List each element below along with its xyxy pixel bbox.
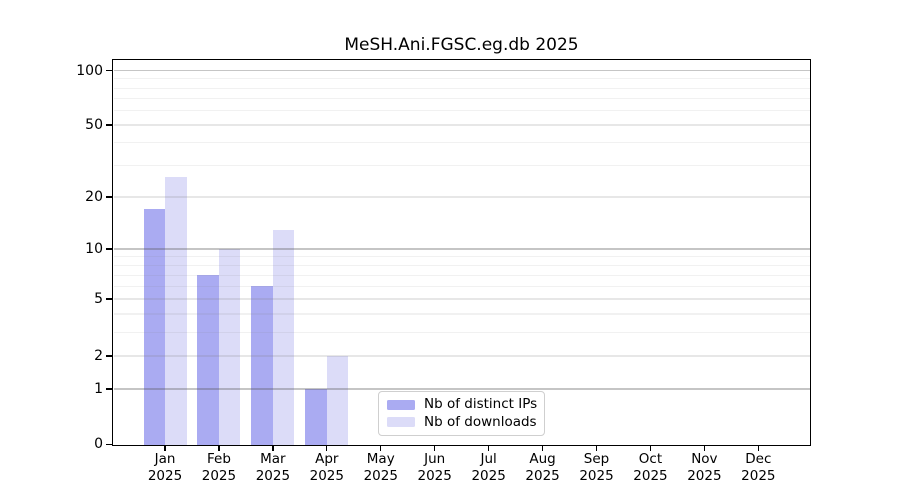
x-tick-year: 2025: [471, 468, 506, 484]
x-tick-label-oct: Oct 2025: [622, 451, 678, 485]
legend-swatch-icon: [387, 399, 415, 411]
x-tick-year: 2025: [417, 468, 452, 484]
x-tick-label-mar: Mar 2025: [245, 451, 301, 485]
x-tick-year: 2025: [363, 468, 398, 484]
y-tick-label-1: 1: [94, 381, 103, 397]
bar-nb-of-downloads-apr: [326, 356, 349, 445]
y-axis-tick-10: [106, 248, 112, 250]
x-tick-year: 2025: [579, 468, 614, 484]
y-axis-tick-20: [106, 196, 112, 198]
x-tick-month: Mar: [260, 451, 286, 467]
x-tick-month: May: [366, 451, 395, 467]
x-tick-year: 2025: [687, 468, 722, 484]
x-axis-tick-nov: [703, 445, 706, 451]
x-tick-label-apr: Apr 2025: [299, 451, 355, 485]
x-tick-month: Aug: [529, 451, 556, 467]
y-axis-tick-100: [106, 69, 112, 72]
x-tick-year: 2025: [147, 468, 183, 484]
bar-nb-of-distinct-ips-feb: [197, 275, 219, 445]
y-tick-label-5: 5: [94, 291, 103, 307]
bar-nb-of-downloads-mar: [272, 229, 295, 445]
x-tick-year: 2025: [525, 468, 560, 484]
y-tick-label-2: 2: [94, 348, 103, 364]
x-axis-tick-jun: [434, 445, 436, 451]
y-tick-label-50: 50: [85, 117, 103, 133]
x-tick-month: Nov: [691, 451, 718, 467]
x-tick-label-aug: Aug 2025: [515, 451, 571, 485]
y-tick-label-20: 20: [85, 189, 103, 205]
y-axis-tick-0: [106, 443, 112, 446]
legend-row: Nb of downloads: [387, 413, 537, 430]
x-axis-tick-aug: [541, 445, 544, 451]
legend: Nb of distinct IPs Nb of downloads: [378, 391, 545, 436]
x-tick-label-jun: Jun 2025: [407, 451, 463, 485]
chart-title: MeSH.Ani.FGSC.eg.db 2025: [344, 35, 579, 55]
x-tick-month: Jul: [480, 451, 497, 467]
y-axis-tick-5: [106, 298, 112, 300]
x-tick-label-feb: Feb 2025: [191, 451, 247, 485]
y-tick-label-100: 100: [76, 62, 103, 79]
x-axis-tick-jan: [164, 445, 166, 451]
x-tick-year: 2025: [255, 468, 291, 484]
x-axis-tick-mar: [272, 445, 274, 451]
bar-nb-of-distinct-ips-mar: [251, 286, 273, 445]
x-tick-year: 2025: [633, 468, 668, 484]
x-tick-month: Dec: [745, 451, 772, 467]
y-axis-tick-50: [106, 124, 112, 126]
legend-label: Nb of distinct IPs: [424, 396, 538, 413]
x-tick-month: Jan: [154, 451, 176, 467]
bar-nb-of-distinct-ips-jan: [143, 209, 165, 445]
x-tick-year: 2025: [309, 468, 344, 484]
x-axis-tick-sep: [595, 445, 598, 451]
x-axis-tick-dec: [757, 445, 759, 451]
x-axis-tick-may: [380, 445, 382, 451]
x-tick-year: 2025: [741, 468, 776, 484]
bar-nb-of-distinct-ips-apr: [305, 389, 327, 445]
x-tick-label-sep: Sep 2025: [569, 451, 625, 485]
x-tick-label-jan: Jan 2025: [137, 451, 193, 485]
legend-swatch-icon: [387, 416, 415, 428]
y-axis-tick-2: [106, 355, 112, 357]
x-axis-tick-oct: [649, 445, 652, 451]
y-tick-label-10: 10: [85, 241, 103, 257]
x-tick-label-nov: Nov 2025: [676, 451, 732, 485]
y-tick-label-0: 0: [94, 436, 103, 453]
x-tick-month: Jun: [424, 451, 446, 467]
x-tick-label-jul: Jul 2025: [461, 451, 517, 485]
x-tick-label-dec: Dec 2025: [730, 451, 786, 485]
x-tick-month: Oct: [638, 451, 663, 467]
y-axis-tick-1: [106, 388, 112, 390]
x-tick-label-may: May 2025: [353, 451, 409, 485]
bar-nb-of-downloads-feb: [218, 249, 241, 445]
x-axis-tick-jul: [487, 445, 490, 451]
x-tick-month: Sep: [583, 451, 610, 467]
bar-nb-of-downloads-jan: [165, 176, 187, 445]
x-tick-month: Feb: [206, 451, 231, 467]
legend-row: Nb of distinct IPs: [387, 396, 538, 413]
x-tick-month: Apr: [315, 451, 339, 467]
legend-label: Nb of downloads: [424, 413, 537, 430]
x-axis-tick-apr: [326, 445, 328, 451]
x-tick-year: 2025: [201, 468, 237, 484]
x-axis-tick-feb: [218, 445, 220, 451]
